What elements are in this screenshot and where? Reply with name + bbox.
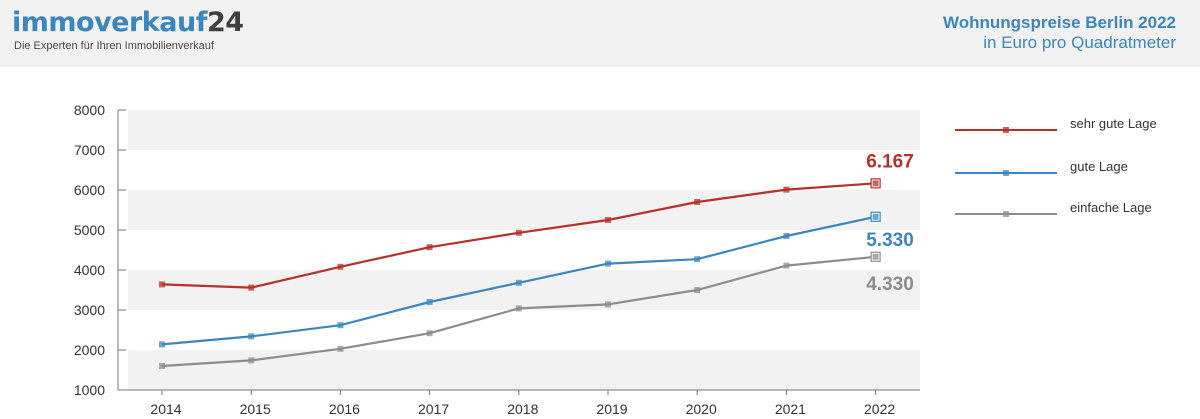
data-point bbox=[872, 213, 879, 220]
y-tick-label: 7000 bbox=[74, 142, 105, 158]
y-tick-label: 1000 bbox=[74, 382, 105, 398]
data-point bbox=[872, 180, 879, 187]
data-point bbox=[515, 279, 522, 286]
legend-label: sehr gute Lage bbox=[1070, 116, 1157, 131]
data-point bbox=[159, 281, 165, 288]
x-tick-label: 2022 bbox=[864, 401, 895, 417]
data-point bbox=[783, 233, 790, 239]
chart-title-block: Wohnungspreise Berlin 2022 in Euro pro Q… bbox=[943, 13, 1176, 53]
x-tick-label: 2021 bbox=[775, 401, 806, 417]
data-point bbox=[515, 305, 522, 312]
y-tick-label: 4000 bbox=[74, 262, 105, 278]
legend-marker bbox=[1003, 211, 1009, 217]
data-point bbox=[248, 284, 255, 291]
data-point bbox=[515, 229, 522, 236]
y-tick-label: 8000 bbox=[74, 102, 105, 118]
header-bar: immoverkauf24 Die Experten für Ihren Imm… bbox=[0, 0, 1200, 67]
x-tick-label: 2015 bbox=[240, 401, 271, 417]
data-point bbox=[783, 186, 790, 193]
grid-band bbox=[128, 190, 920, 230]
x-tick-label: 2019 bbox=[596, 401, 627, 417]
chart-title: Wohnungspreise Berlin 2022 bbox=[942, 13, 1176, 32]
data-point bbox=[872, 253, 879, 260]
legend-label: einfache Lage bbox=[1070, 200, 1152, 215]
legend-marker bbox=[1003, 127, 1009, 133]
grid-band bbox=[128, 110, 920, 150]
x-tick-label: 2018 bbox=[507, 401, 538, 417]
data-point bbox=[426, 299, 433, 305]
data-point bbox=[337, 345, 344, 352]
data-point bbox=[159, 341, 165, 348]
x-tick-label: 2020 bbox=[686, 401, 717, 417]
logo-text-main: immoverkauf bbox=[12, 7, 207, 38]
y-tick-label: 5000 bbox=[74, 222, 105, 238]
data-point bbox=[426, 244, 433, 251]
data-point bbox=[248, 357, 255, 364]
legend-marker bbox=[1003, 170, 1009, 176]
x-tick-label: 2017 bbox=[418, 401, 449, 417]
data-point bbox=[694, 287, 701, 293]
data-point bbox=[694, 256, 701, 263]
y-tick-label: 6000 bbox=[74, 182, 105, 198]
logo-text-number: 24 bbox=[206, 7, 244, 38]
data-point bbox=[694, 199, 701, 205]
data-point bbox=[426, 330, 433, 337]
y-tick-label: 2000 bbox=[74, 342, 105, 358]
x-tick-label: 2016 bbox=[329, 401, 360, 417]
data-point bbox=[605, 260, 611, 267]
data-point bbox=[605, 301, 611, 308]
chart-subtitle: in Euro pro Quadratmeter bbox=[983, 33, 1176, 52]
data-point bbox=[159, 363, 165, 369]
y-tick-label: 3000 bbox=[74, 302, 105, 318]
logo[interactable]: immoverkauf24 bbox=[12, 8, 244, 38]
grid-band bbox=[128, 270, 920, 310]
legend-label: gute Lage bbox=[1070, 159, 1128, 174]
data-point bbox=[337, 322, 344, 329]
data-point bbox=[605, 217, 611, 223]
end-value-label: 4.330 bbox=[866, 274, 914, 295]
end-value-label: 5.330 bbox=[866, 230, 914, 251]
data-point bbox=[783, 262, 790, 269]
x-tick-label: 2014 bbox=[150, 401, 181, 417]
logo-tagline: Die Experten für Ihren Immobilienverkauf bbox=[14, 40, 214, 52]
grid-band bbox=[128, 350, 920, 390]
end-value-label: 6.167 bbox=[866, 151, 914, 172]
data-point bbox=[248, 333, 255, 340]
data-point bbox=[337, 263, 344, 270]
